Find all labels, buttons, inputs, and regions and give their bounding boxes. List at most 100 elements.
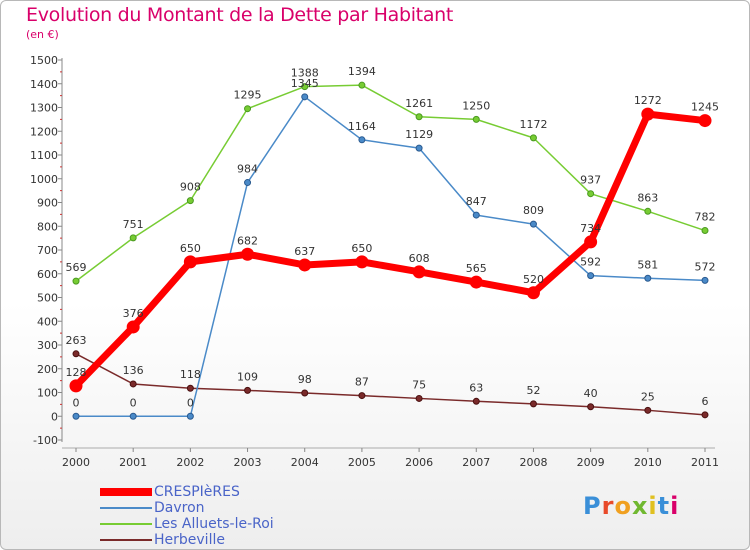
data-label: 263 [66,334,87,347]
data-label: 1272 [634,94,662,107]
data-point [358,81,366,89]
y-tick-label: 600 [37,268,58,281]
x-tick-label: 2011 [691,456,719,469]
data-label: 98 [298,373,312,386]
y-tick-label: 1300 [30,102,58,115]
data-label: 650 [351,242,372,255]
data-label: 63 [469,381,483,394]
data-label: 1164 [348,120,376,133]
data-label: 1295 [234,89,262,102]
x-tick-label: 2008 [519,456,547,469]
data-point [412,265,426,279]
data-point [644,207,652,215]
data-label: 782 [695,211,716,224]
series-line-2 [75,84,706,282]
data-point [298,258,312,272]
data-point [472,211,480,219]
y-tick-label: 700 [37,244,58,257]
x-tick-label: 2010 [634,456,662,469]
x-tick-label: 2004 [291,456,319,469]
data-point [529,220,537,228]
legend-item-crespieres: CRESPIèRES [100,484,360,500]
data-point [69,379,83,393]
data-label: 75 [412,378,426,391]
data-point [529,134,537,142]
y-tick-label: 1400 [30,78,58,91]
data-label: 565 [466,262,487,275]
data-point [186,384,194,392]
x-tick-label: 2003 [234,456,262,469]
y-tick-label: 1000 [30,173,58,186]
legend-swatch-davron [100,507,152,509]
data-label: 908 [180,181,201,194]
data-label: 376 [123,307,144,320]
data-label: 52 [526,384,540,397]
x-tick-label: 2006 [405,456,433,469]
data-label: 1261 [405,97,433,110]
data-point [186,412,194,420]
data-point [584,235,598,249]
data-label: 847 [466,195,487,208]
data-point [301,83,309,91]
y-tick-label: 1200 [30,125,58,138]
chart-subtitle: (en €) [26,28,59,41]
data-point [129,412,137,420]
data-point [301,389,309,397]
y-tick-label: 500 [37,292,58,305]
y-tick-label: 0 [51,410,58,423]
data-label: 1250 [462,99,490,112]
data-point [701,411,709,419]
data-point [529,400,537,408]
y-tick-label: 800 [37,220,58,233]
data-point [526,286,540,300]
chart-title: Evolution du Montant de la Dette par Hab… [26,4,454,26]
series-line-1 [76,96,706,417]
data-label: 136 [123,364,144,377]
data-point [301,93,309,101]
data-label: 0 [73,396,80,409]
data-label: 751 [123,218,144,231]
data-point [72,277,80,285]
data-point [415,113,423,121]
data-point [472,397,480,405]
data-point [72,350,80,358]
y-tick-label: 1100 [30,149,58,162]
data-point [644,274,652,282]
data-point [587,272,595,280]
data-point [358,136,366,144]
data-label: 109 [237,370,258,383]
legend-label-davron: Davron [154,500,205,516]
x-tick-label: 2005 [348,456,376,469]
data-point [244,105,252,113]
data-label: 637 [294,245,315,258]
data-label: 572 [695,260,716,273]
y-tick-label: 400 [37,315,58,328]
data-point [587,190,595,198]
legend-item-davron: Davron [100,500,360,516]
data-point [183,255,197,269]
legend-item-herbeville: Herbeville [100,532,360,548]
legend-swatch-herbeville [100,539,152,541]
data-point [186,197,194,205]
data-label: 1245 [691,101,719,114]
y-tick-label: 100 [37,387,58,400]
data-point [472,115,480,123]
data-point [129,380,137,388]
data-point [641,107,655,121]
data-label: 25 [641,390,655,403]
data-point [698,114,712,128]
data-label: 128 [66,366,87,379]
data-label: 6 [702,395,709,408]
data-point [244,386,252,394]
series-layer [69,81,712,420]
data-label: 592 [580,256,601,269]
legend-label-alluets: Les Alluets-le-Roi [154,516,274,532]
axes: -100010020030040050060070080090010001100… [30,54,719,469]
data-point [358,392,366,400]
y-tick-label: 1500 [30,54,58,67]
data-label: 40 [584,387,598,400]
data-point [701,227,709,235]
data-label: 1388 [291,67,319,80]
data-label: 682 [237,234,258,247]
